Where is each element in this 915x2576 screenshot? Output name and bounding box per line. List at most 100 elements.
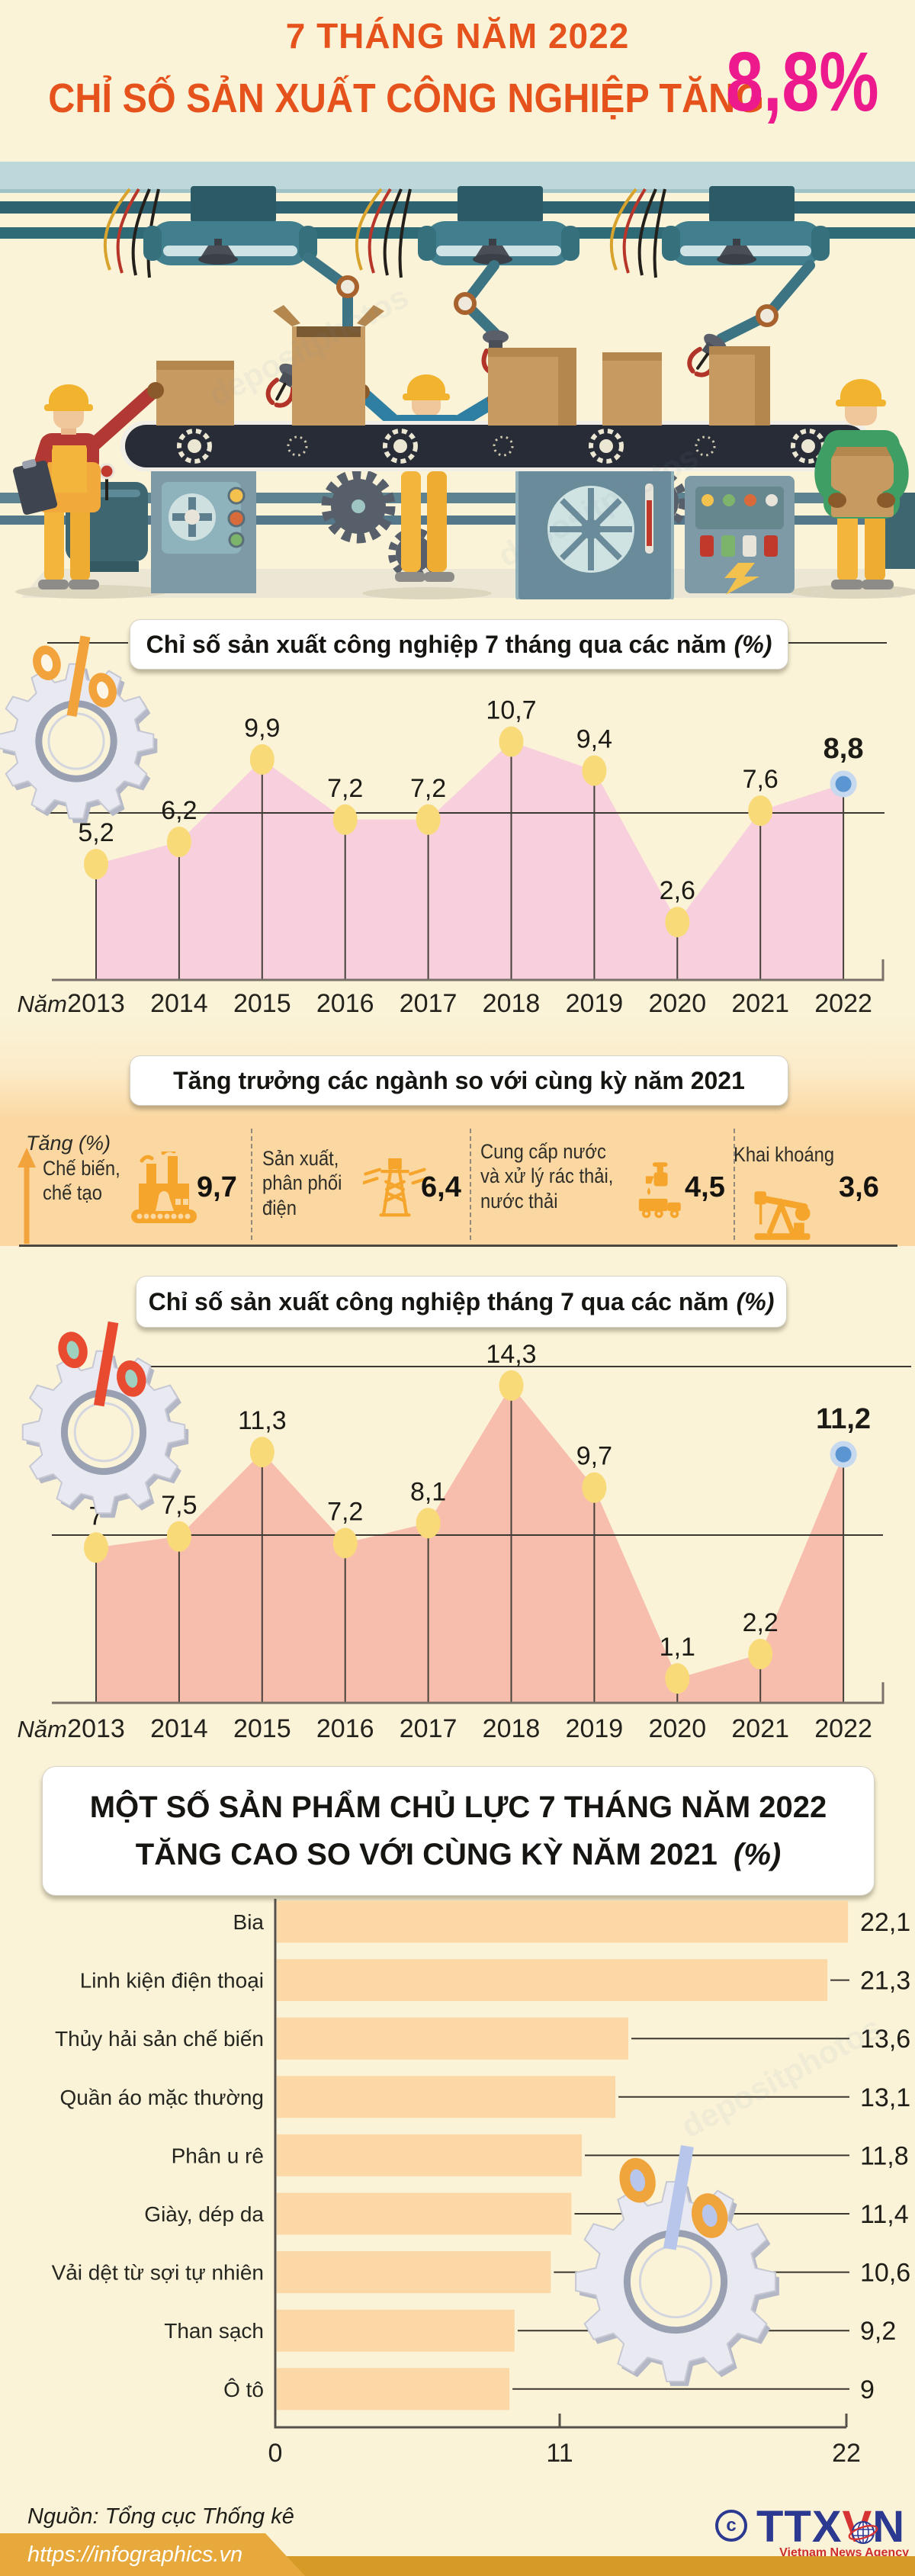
year-label: 2016	[316, 989, 374, 1017]
year-label: 2019	[566, 1714, 624, 1743]
sector-label: Cung cấp nước và xử lý rác thải, nước thải	[480, 1140, 614, 1213]
value-label: 9,7	[576, 1442, 612, 1471]
sector-value: 3,6	[839, 1171, 879, 1203]
value-label: 7,6	[743, 765, 779, 794]
header-kicker: 7 THÁNG NĂM 2022	[285, 16, 630, 56]
globe-icon	[848, 2521, 878, 2544]
axis-label: Năm	[18, 1716, 67, 1742]
bar-value: 11,8	[860, 2141, 909, 2170]
data-point	[84, 1532, 108, 1563]
axis-label: Năm	[18, 991, 67, 1017]
bar-value: 13,6	[860, 2025, 910, 2054]
ceiling-lamps-icon	[198, 239, 756, 265]
data-point	[416, 804, 441, 835]
bar	[277, 2309, 515, 2352]
worker-right	[814, 379, 909, 589]
year-label: 2013	[67, 1714, 125, 1743]
data-point	[748, 1638, 773, 1669]
value-label: 7,2	[410, 774, 446, 803]
gear-percent-icon	[21, 1321, 189, 1518]
data-point-highlight	[830, 770, 857, 798]
factory-icon	[127, 1148, 203, 1232]
year-label: 2019	[566, 989, 624, 1017]
sector-value: 6,4	[421, 1171, 461, 1203]
footer-url-tab: https://infographics.vn	[0, 2533, 305, 2576]
machine-wheel	[515, 467, 674, 599]
bar-value: 10,6	[860, 2259, 910, 2288]
bar-label: Than sạch	[164, 2319, 264, 2343]
tick-label: 0	[268, 2439, 283, 2468]
gear-percent-icon	[0, 635, 158, 824]
value-label: 8,1	[410, 1477, 446, 1506]
bar-label: Vải dệt từ sợi tự nhiên	[52, 2261, 264, 2285]
logo-subtitle: Vietnam News Agency	[779, 2546, 909, 2559]
value-label: 9,4	[576, 725, 612, 754]
bar-label: Linh kiện điện thoại	[80, 1969, 264, 1993]
sector-value: 4,5	[685, 1171, 725, 1203]
machine-control-panel	[151, 470, 256, 593]
data-point	[249, 1437, 274, 1468]
up-arrow-icon	[18, 1148, 36, 1244]
worker-middle-legs	[395, 471, 454, 582]
data-point	[166, 1521, 191, 1552]
sector-label: Sản xuất, phân phối điện	[262, 1147, 342, 1219]
year-label: 2022	[814, 989, 872, 1017]
value-label: 11,2	[816, 1403, 871, 1435]
footer-url: https://infographics.vn	[27, 2542, 243, 2567]
bar	[277, 2134, 583, 2176]
sector-separator	[734, 1129, 735, 1240]
data-point	[416, 1508, 441, 1539]
source-note: Nguồn: Tổng cục Thống kê	[27, 2504, 294, 2529]
value-label: 7,5	[161, 1491, 197, 1520]
sector-value: 9,7	[197, 1171, 237, 1203]
bar-axis	[274, 1899, 848, 2429]
copyright-icon: c	[715, 2510, 747, 2542]
area-fill	[96, 741, 844, 980]
data-point	[499, 726, 524, 757]
year-label: 2017	[400, 1714, 458, 1743]
bar-label: Quần áo mặc thường	[60, 2086, 264, 2109]
factory-illustration	[0, 162, 915, 599]
tick-label: 11	[546, 2439, 573, 2468]
year-label: 2022	[814, 1714, 872, 1743]
oil-pump-icon	[747, 1176, 817, 1245]
bar	[277, 2192, 572, 2235]
sector-label: Khai khoáng	[734, 1143, 835, 1166]
chart1-title: Chỉ số sản xuất công nghiệp 7 tháng qua …	[130, 619, 788, 670]
value-label: 8,8	[824, 733, 864, 765]
bar-label: Thủy hải sản chế biến	[55, 2027, 264, 2051]
bar	[277, 2017, 629, 2060]
bar	[277, 2368, 510, 2411]
x-axis	[52, 959, 884, 981]
year-label: 2015	[233, 989, 291, 1017]
bar	[277, 2076, 616, 2118]
data-point	[665, 1662, 690, 1694]
sectors-title: Tăng trưởng các ngành so với cùng kỳ năm…	[130, 1055, 788, 1106]
data-point-highlight	[830, 1441, 857, 1468]
value-label: 6,2	[161, 796, 197, 825]
sector-separator	[470, 1129, 471, 1240]
data-point	[748, 795, 773, 827]
band-baseline	[19, 1245, 897, 1247]
data-point	[84, 849, 108, 880]
data-point	[665, 907, 690, 938]
x-axis	[52, 1682, 884, 1704]
ttxvn-logo: c TTXVN Vietnam News Agency	[715, 2501, 913, 2560]
band-axis-note: Tăng (%)	[26, 1132, 111, 1155]
data-point	[332, 804, 358, 835]
headline-percentage: 8,8%	[726, 35, 879, 129]
data-point	[332, 1527, 358, 1559]
value-label: 14,3	[486, 1340, 536, 1369]
sector-label: Chế biến, chế tạo	[43, 1157, 120, 1205]
area-fill	[96, 1385, 844, 1703]
worker-left	[13, 382, 164, 589]
value-label: 7,2	[327, 1497, 363, 1526]
year-label: 2013	[67, 989, 125, 1017]
bar-value: 9,2	[860, 2317, 896, 2346]
chart-industrial-production-7months: 5,2 2013 6,2 2014 9,9 2015 7,2 2016 7,2 2017 10,7 2…	[0, 635, 887, 1017]
bar-value: 9	[860, 2375, 875, 2404]
machine-buttons	[685, 476, 795, 595]
bar-label: Giày, dép da	[144, 2202, 264, 2226]
bar	[277, 1900, 849, 1943]
